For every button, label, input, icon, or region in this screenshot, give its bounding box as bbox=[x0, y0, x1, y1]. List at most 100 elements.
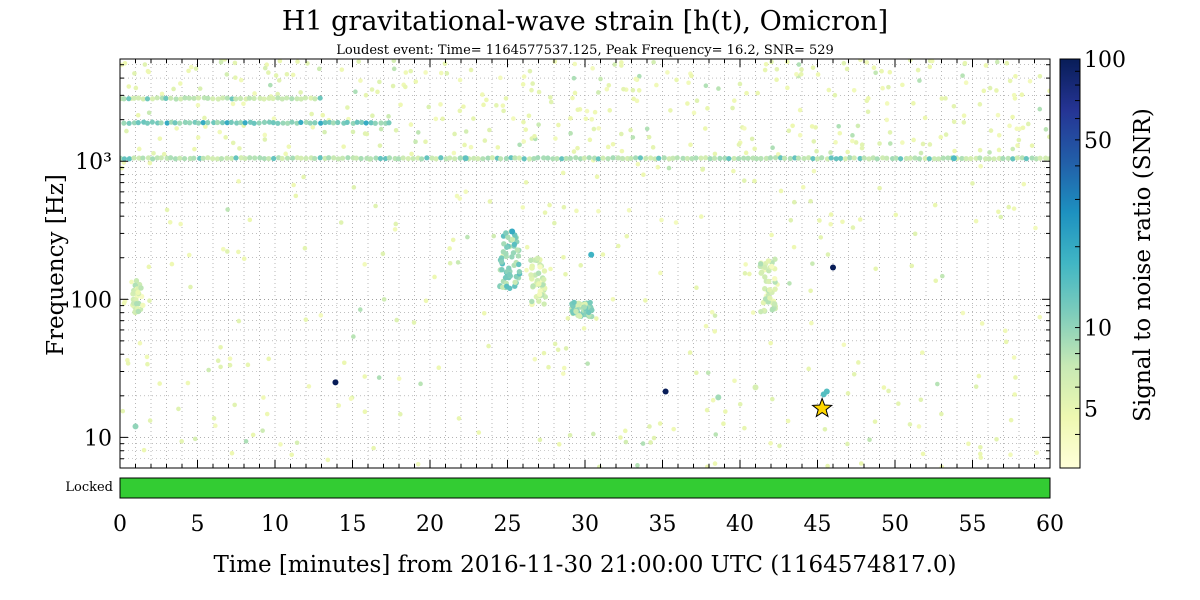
event-point bbox=[276, 78, 282, 83]
event-point bbox=[241, 101, 246, 107]
event-point bbox=[583, 116, 589, 122]
event-point bbox=[227, 362, 233, 368]
event-point bbox=[792, 199, 797, 205]
band-point bbox=[238, 119, 244, 126]
event-point bbox=[120, 408, 126, 414]
event-point bbox=[536, 89, 542, 95]
event-point bbox=[763, 61, 769, 67]
chart-subtitle: Loudest event: Time= 1164577537.125, Pea… bbox=[336, 43, 834, 58]
band-point bbox=[410, 155, 416, 162]
band-point bbox=[242, 155, 248, 162]
band-point bbox=[1010, 156, 1016, 162]
event-point bbox=[809, 320, 814, 326]
event-point bbox=[730, 105, 735, 111]
event-point bbox=[1007, 123, 1012, 129]
event-point bbox=[943, 96, 948, 101]
band-point bbox=[377, 155, 384, 162]
event-point bbox=[392, 227, 398, 232]
event-point bbox=[977, 102, 983, 107]
band-point bbox=[363, 120, 369, 126]
band-point bbox=[345, 155, 351, 161]
event-point bbox=[584, 108, 590, 114]
event-point bbox=[619, 148, 625, 154]
event-point bbox=[774, 77, 779, 83]
notable-point bbox=[588, 251, 595, 258]
event-point bbox=[351, 185, 357, 190]
event-point bbox=[920, 141, 926, 147]
band-point bbox=[195, 95, 202, 101]
band-point bbox=[205, 120, 211, 126]
event-point bbox=[523, 180, 529, 185]
event-point bbox=[961, 120, 967, 125]
event-point bbox=[146, 264, 152, 270]
event-point bbox=[457, 196, 463, 201]
event-point bbox=[996, 209, 1001, 215]
event-point bbox=[796, 62, 802, 67]
band-point bbox=[326, 119, 333, 125]
event-point bbox=[887, 130, 893, 135]
event-point bbox=[179, 439, 184, 444]
event-point bbox=[423, 139, 428, 145]
event-point bbox=[648, 440, 653, 445]
band-point bbox=[339, 155, 346, 161]
cluster-point bbox=[529, 265, 535, 271]
band-point bbox=[847, 155, 853, 161]
event-point bbox=[694, 370, 699, 376]
event-point bbox=[436, 365, 442, 371]
event-point bbox=[815, 72, 821, 77]
band-point bbox=[275, 95, 281, 101]
event-point bbox=[375, 89, 380, 95]
event-point bbox=[487, 127, 492, 133]
event-point bbox=[994, 88, 999, 93]
event-point bbox=[998, 214, 1004, 220]
event-point bbox=[345, 105, 350, 110]
event-point bbox=[411, 320, 417, 325]
x-tick-label: 10 bbox=[261, 512, 289, 537]
event-point bbox=[978, 444, 983, 450]
cluster-point bbox=[541, 276, 547, 283]
event-point bbox=[202, 115, 207, 121]
event-point bbox=[855, 123, 861, 129]
event-point bbox=[373, 203, 378, 209]
event-point bbox=[463, 189, 469, 195]
event-point bbox=[548, 266, 553, 272]
event-point bbox=[840, 219, 845, 225]
event-point bbox=[398, 102, 403, 108]
event-point bbox=[225, 207, 230, 212]
event-point bbox=[284, 71, 290, 77]
event-point bbox=[600, 252, 606, 257]
band-point bbox=[238, 155, 244, 161]
band-point bbox=[121, 120, 127, 126]
cluster-point bbox=[510, 250, 517, 256]
band-point bbox=[907, 155, 913, 161]
event-point bbox=[737, 402, 743, 407]
event-point bbox=[236, 179, 241, 184]
band-point bbox=[567, 155, 573, 161]
event-point bbox=[790, 123, 795, 129]
event-point bbox=[978, 455, 984, 460]
event-point bbox=[749, 136, 755, 142]
band-point bbox=[307, 120, 313, 126]
band-point bbox=[400, 155, 406, 161]
band-point bbox=[312, 96, 318, 102]
band-point bbox=[674, 155, 680, 161]
event-point bbox=[976, 373, 982, 379]
cluster-point bbox=[571, 299, 577, 306]
event-point bbox=[322, 129, 327, 135]
event-point bbox=[995, 112, 1001, 118]
band-point bbox=[805, 155, 812, 161]
colorbar-label: Signal to noise ratio (SNR) bbox=[1130, 108, 1156, 422]
band-point bbox=[870, 155, 876, 161]
event-point bbox=[744, 90, 749, 96]
event-point bbox=[530, 81, 535, 86]
band-point bbox=[302, 95, 309, 101]
cluster-point bbox=[573, 308, 579, 315]
event-point bbox=[850, 133, 855, 138]
band-point bbox=[140, 96, 146, 102]
event-point bbox=[1019, 92, 1025, 98]
band-point bbox=[210, 156, 216, 162]
event-point bbox=[927, 142, 933, 147]
cluster-point bbox=[762, 264, 768, 271]
band-point bbox=[294, 96, 300, 102]
band-point bbox=[256, 120, 262, 126]
